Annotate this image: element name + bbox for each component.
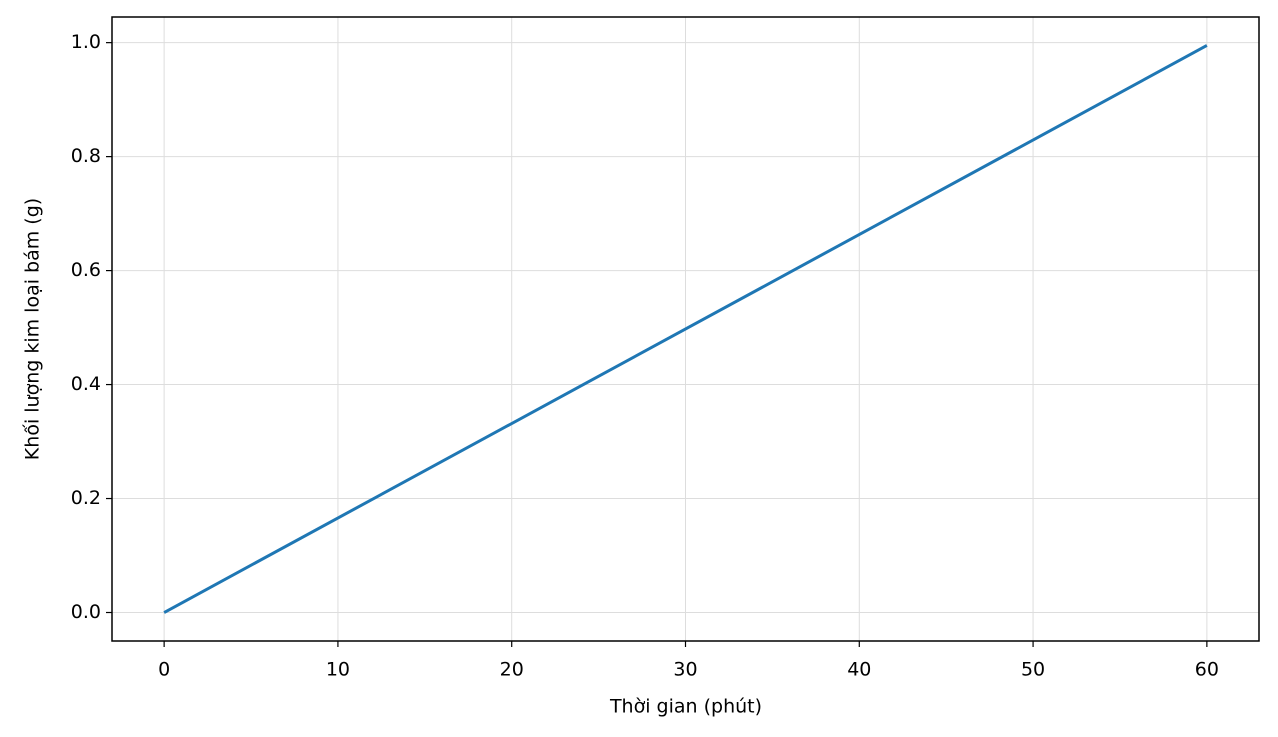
x-tick-label: 40 [847,659,871,681]
y-tick-label: 0.0 [71,601,101,623]
x-tick-label: 50 [1021,659,1045,681]
x-tick-label: 60 [1195,659,1219,681]
x-tick-label: 10 [326,659,350,681]
y-tick-label: 1.0 [71,31,101,53]
x-axis-label: Thời gian (phút) [609,696,762,718]
x-tick-label: 20 [500,659,524,681]
data-line [163,44,1208,614]
y-tick-label: 0.2 [71,487,101,509]
y-tick-label: 0.6 [71,259,101,281]
x-tick-label: 30 [673,659,697,681]
y-tick-label: 0.4 [71,373,101,395]
y-tick-label: 0.8 [71,145,101,167]
y-axis-label: Khối lượng kim loại bám (g) [22,198,44,460]
x-tick-label: 0 [158,659,170,681]
plot-frame [111,16,1260,642]
